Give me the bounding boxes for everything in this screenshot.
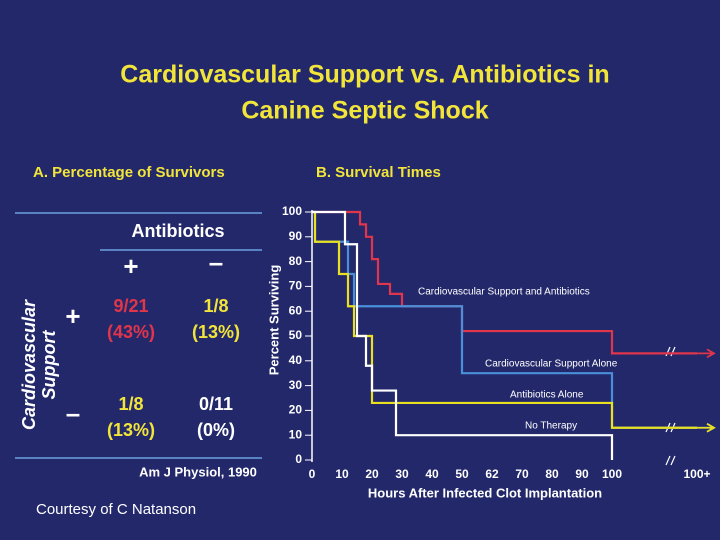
column-sign: + <box>123 251 138 281</box>
column-header: Antibiotics <box>132 221 225 241</box>
row-sign: + <box>65 301 80 331</box>
series-label: Cardiovascular Support and Antibiotics <box>418 287 590 298</box>
y-tick-label: 20 <box>289 403 303 417</box>
cell: 1/8 <box>203 296 228 316</box>
x-tick-label: 40 <box>425 467 439 481</box>
cell: 9/21 <box>113 296 148 316</box>
x-axis-label: Hours After Infected Clot Implantation <box>368 485 602 500</box>
axis-breaks <box>665 346 676 466</box>
y-tick-label: 30 <box>289 378 303 392</box>
y-tick-label: 80 <box>289 254 303 268</box>
courtesy: Courtesy of C Natanson <box>36 501 196 518</box>
series-label: No Therapy <box>525 421 577 432</box>
x-tick-label: 0 <box>309 467 316 481</box>
y-axis-label: Percent Surviving <box>266 265 281 376</box>
slide-title: Cardiovascular Support vs. Antibiotics i… <box>120 61 609 89</box>
cell: (43%) <box>107 322 155 342</box>
cell: (0%) <box>197 420 235 440</box>
x-tick-label: 10 <box>335 467 349 481</box>
survival-line <box>312 210 697 429</box>
x-tick-label: 90 <box>575 467 589 481</box>
x-tick-label: 70 <box>515 467 529 481</box>
y-tick-label: 60 <box>289 303 303 317</box>
column-sign: – <box>209 247 223 277</box>
survival-line <box>312 210 697 429</box>
x-tick-label: 100 <box>602 467 622 481</box>
y-tick-label: 0 <box>295 452 302 466</box>
row-header: Cardiovascular <box>19 299 39 430</box>
y-tick-label: 90 <box>289 229 303 243</box>
y-tick-label: 100 <box>282 204 302 218</box>
survival-line <box>312 210 614 460</box>
cell: (13%) <box>107 420 155 440</box>
arrow <box>697 348 716 359</box>
cell: (13%) <box>192 322 240 342</box>
arrow <box>697 422 716 433</box>
x-tick-label: 20 <box>365 467 379 481</box>
y-tick-label: 50 <box>289 328 303 342</box>
cell: 0/11 <box>199 394 233 414</box>
y-tick-label: 70 <box>289 279 303 293</box>
x-tick-label: 100+ <box>683 467 710 481</box>
x-tick-label: 62 <box>485 467 499 481</box>
series-label: Antibiotics Alone <box>510 390 584 401</box>
series-label: Cardiovascular Support Alone <box>485 359 618 370</box>
cell: 1/8 <box>118 394 143 414</box>
panel-title: A. Percentage of Survivors <box>33 164 225 181</box>
chart-title: B. Survival Times <box>316 164 441 181</box>
y-tick-label: 40 <box>289 353 303 367</box>
x-tick-label: 80 <box>545 467 559 481</box>
survival-line <box>312 210 697 355</box>
row-header: Support <box>39 330 59 400</box>
row-sign: – <box>66 398 80 428</box>
slide-title: Canine Septic Shock <box>241 97 488 125</box>
x-tick-label: 30 <box>395 467 409 481</box>
x-tick-label: 50 <box>455 467 469 481</box>
citation: Am J Physiol, 1990 <box>139 464 257 479</box>
y-tick-label: 10 <box>289 427 303 441</box>
